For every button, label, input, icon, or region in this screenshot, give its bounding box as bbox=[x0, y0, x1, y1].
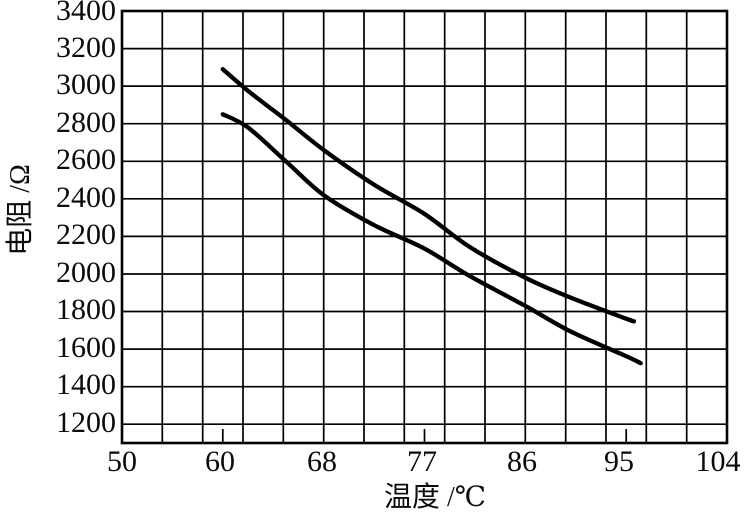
y-tick-label: 2800 bbox=[56, 106, 116, 139]
x-tick-label: 60 bbox=[205, 445, 235, 478]
y-tick-label: 1800 bbox=[56, 293, 116, 326]
x-tick-label: 77 bbox=[407, 445, 437, 478]
y-tick-label: 3400 bbox=[56, 0, 116, 27]
x-axis-title: 温度 /℃ bbox=[383, 482, 487, 513]
y-tick-label: 3000 bbox=[56, 68, 116, 101]
x-minor-ticks bbox=[221, 429, 628, 443]
y-tick-label: 2000 bbox=[56, 256, 116, 289]
axis-border bbox=[120, 9, 729, 445]
y-tick-label: 3200 bbox=[56, 31, 116, 64]
y-tick-label: 1600 bbox=[56, 331, 116, 364]
grid-lines bbox=[122, 11, 727, 443]
y-tick-label: 2600 bbox=[56, 143, 116, 176]
x-tick-label: 95 bbox=[604, 445, 634, 478]
y-tick-label: 2200 bbox=[56, 218, 116, 251]
y-tick-label: 1400 bbox=[56, 368, 116, 401]
series-lower-curve bbox=[220, 112, 643, 366]
y-tick-label: 1200 bbox=[56, 406, 116, 439]
x-tick-label: 68 bbox=[307, 445, 337, 478]
series-upper-curve bbox=[220, 67, 637, 324]
x-tick-label: 104 bbox=[695, 445, 741, 478]
y-tick-label: 2400 bbox=[56, 181, 116, 214]
y-axis-title: 电阻 /Ω bbox=[5, 164, 36, 256]
x-tick-label: 86 bbox=[507, 445, 537, 478]
x-tick-label: 50 bbox=[107, 445, 137, 478]
